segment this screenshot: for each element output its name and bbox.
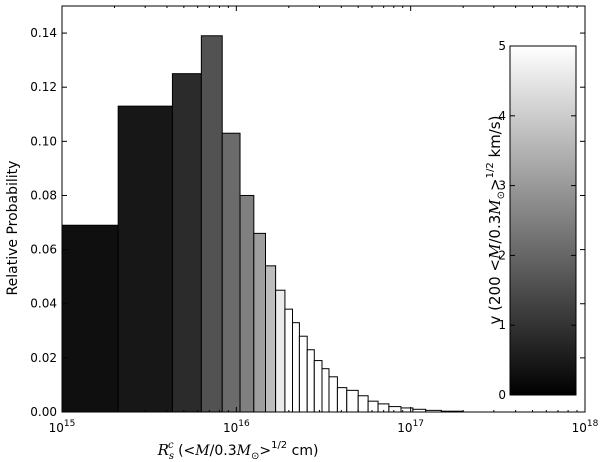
- y-tick-label: 0.06: [30, 243, 57, 257]
- colorbar: [509, 45, 577, 396]
- y-axis-title: Relative Probability: [5, 161, 21, 296]
- histogram-bar: [313, 360, 323, 413]
- colorbar-tick-label: 5: [498, 39, 506, 53]
- x-tick-label: 1015: [49, 419, 76, 435]
- histogram-bar: [367, 400, 379, 413]
- svg-text:v (200 <M/0.3M⊙>1/2 km/s): v (200 <M/0.3M⊙>1/2 km/s): [485, 116, 507, 325]
- histogram-bar: [328, 376, 338, 413]
- histogram-bar: [292, 322, 300, 413]
- histogram-bar: [346, 389, 359, 413]
- histogram-bar: [284, 308, 294, 413]
- y-tick-label: 0.10: [30, 134, 57, 148]
- plot-frame: [61, 5, 586, 413]
- histogram-bar: [239, 194, 255, 413]
- y-tick-label: 0.08: [30, 188, 57, 202]
- y-tick-label: 0.12: [30, 80, 57, 94]
- histogram-bar: [253, 232, 267, 413]
- histogram-bar: [321, 368, 330, 413]
- x-tick-label: 1018: [572, 419, 599, 435]
- histogram-bar: [306, 349, 315, 413]
- histogram-bar: [275, 289, 286, 413]
- histogram-bar: [357, 395, 369, 413]
- y-axis-ticks: 0.00 0.02 0.04 0.06 0.08 0.10 0.12 0.14: [30, 26, 585, 419]
- colorbar-ticks: 0 1 2 3 4 5: [498, 39, 576, 402]
- x-tick-label: 1016: [223, 419, 250, 435]
- y-tick-label: 0.14: [30, 26, 57, 40]
- histogram-bar: [221, 132, 241, 413]
- histogram-bar: [117, 105, 173, 413]
- colorbar-tick-label: 4: [498, 109, 506, 123]
- svg-text:Rsc (<M/0.3M⊙>1/2 cm): Rsc (<M/0.3M⊙>1/2 cm): [157, 440, 319, 462]
- colorbar-label: v (200 <M/0.3M⊙>1/2 km/s): [485, 116, 507, 325]
- y-tick-label: 0.00: [30, 405, 57, 419]
- histogram-bar: [265, 265, 277, 413]
- histogram-bar: [61, 224, 119, 413]
- colorbar-tick-label: 1: [498, 318, 506, 332]
- histogram-bar: [388, 406, 402, 413]
- y-tick-label: 0.02: [30, 351, 57, 365]
- histogram-bar: [336, 387, 348, 413]
- histogram-bars: [61, 35, 464, 413]
- x-tick-label: 1017: [397, 419, 424, 435]
- colorbar-tick-label: 2: [498, 248, 506, 262]
- histogram-bar: [171, 73, 202, 413]
- x-axis-title: Rsc (<M/0.3M⊙>1/2 cm): [157, 440, 319, 462]
- histogram-bar: [298, 335, 308, 413]
- colorbar-tick-label: 3: [498, 179, 506, 193]
- x-axis-ticks: 1015 1016 1017 1018: [49, 6, 599, 435]
- colorbar-tick-label: 0: [498, 388, 506, 402]
- histogram-bar: [200, 35, 223, 413]
- y-tick-label: 0.04: [30, 297, 57, 311]
